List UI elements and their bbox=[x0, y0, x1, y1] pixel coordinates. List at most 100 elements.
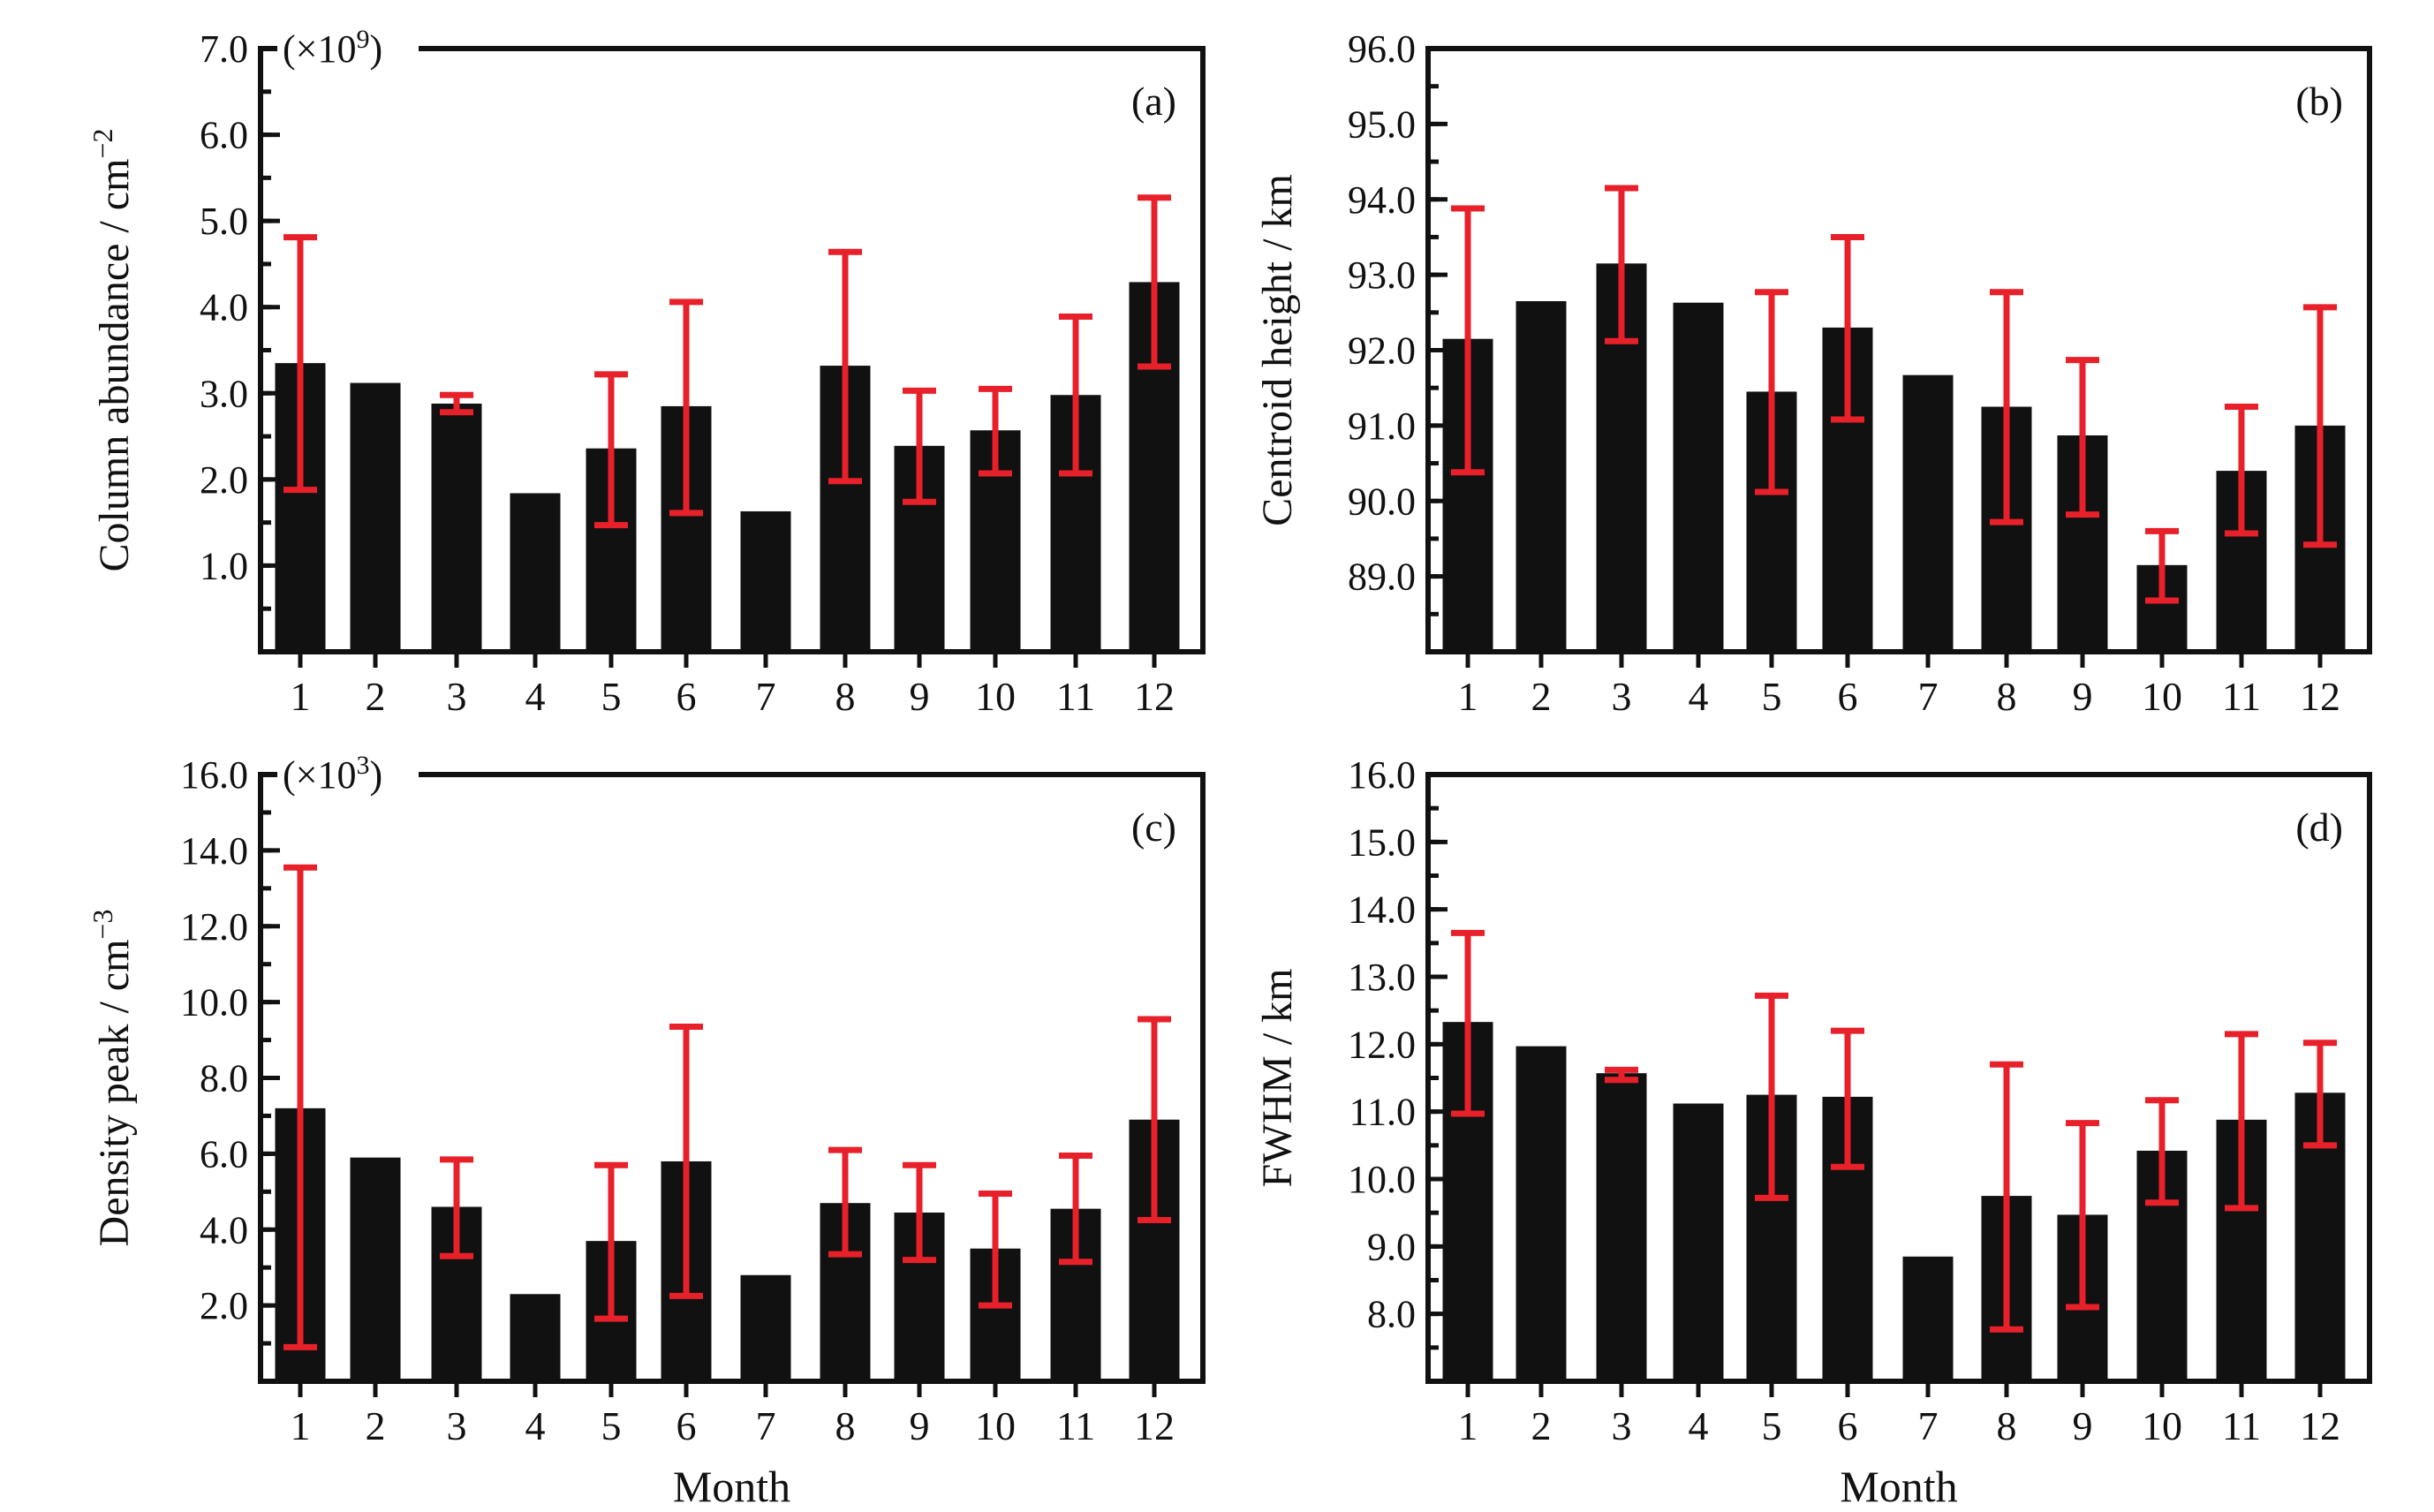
x-tick-label: 7 bbox=[1918, 674, 1939, 719]
x-tick-label: 3 bbox=[1612, 1403, 1632, 1448]
error-bar-month-10 bbox=[2145, 1097, 2179, 1206]
x-tick-label: 9 bbox=[910, 674, 930, 719]
x-tick-label: 10 bbox=[975, 1403, 1016, 1448]
y-tick-label: 91.0 bbox=[1348, 404, 1416, 448]
y-tick-label: 7.0 bbox=[200, 27, 248, 71]
error-bar-month-12 bbox=[2303, 1040, 2337, 1149]
error-bar-month-9 bbox=[2066, 1120, 2099, 1311]
error-bar-month-1 bbox=[283, 864, 317, 1350]
y-tick-label: 2.0 bbox=[200, 1284, 248, 1327]
y-tick-label: 8.0 bbox=[200, 1057, 248, 1100]
x-tick-label: 6 bbox=[677, 1403, 697, 1448]
panel-label: (b) bbox=[2295, 79, 2343, 124]
x-tick-label: 9 bbox=[910, 1403, 930, 1448]
y-tick-label: 2.0 bbox=[200, 458, 248, 502]
y-tick-label: 93.0 bbox=[1348, 253, 1416, 297]
chart-panel-a: 1.02.03.04.05.06.07.01 2 3 4 5 6 7 8 9 10 11 12(a)(… bbox=[87, 22, 1206, 719]
error-bar-month-9 bbox=[2066, 357, 2099, 518]
y-tick-label: 4.0 bbox=[200, 1208, 248, 1251]
x-tick-label: 5 bbox=[1762, 674, 1782, 719]
bar-month-4 bbox=[510, 493, 561, 652]
x-tick-label: 6 bbox=[1838, 674, 1858, 719]
x-tick-label: 2 bbox=[366, 1403, 386, 1448]
y-tick-label: 11.0 bbox=[1349, 1091, 1416, 1134]
bar-month-2 bbox=[1516, 1046, 1567, 1381]
bar-month-4 bbox=[1673, 1103, 1724, 1381]
x-tick-label: 12 bbox=[2300, 1403, 2340, 1448]
y-tick-label: 15.0 bbox=[1348, 820, 1416, 864]
panel-label: (a) bbox=[1131, 79, 1176, 124]
bar-month-7 bbox=[740, 510, 791, 652]
x-tick-label: 4 bbox=[525, 674, 546, 719]
y-tick-label: 94.0 bbox=[1348, 178, 1416, 222]
chart-panel-d: 8.09.010.011.012.013.014.015.016.01 2 3 4 5 6… bbox=[1254, 753, 2372, 1511]
bar-month-3 bbox=[431, 403, 482, 652]
y-tick-label: 10.0 bbox=[180, 981, 248, 1024]
x-tick-label: 9 bbox=[2073, 674, 2093, 719]
error-bar-month-1 bbox=[283, 234, 317, 494]
y-tick-label: 12.0 bbox=[1348, 1023, 1416, 1066]
y-tick-label: 14.0 bbox=[1348, 888, 1416, 932]
y-tick-label: 13.0 bbox=[1348, 956, 1416, 999]
x-tick-label: 10 bbox=[2142, 674, 2182, 719]
x-tick-label: 10 bbox=[2142, 1403, 2182, 1448]
x-tick-label: 2 bbox=[1531, 674, 1552, 719]
bar-month-2 bbox=[350, 1157, 401, 1381]
x-tick-label: 2 bbox=[1531, 1403, 1552, 1448]
x-tick-label: 1 bbox=[291, 1403, 311, 1448]
bar-month-7 bbox=[740, 1274, 791, 1381]
bar-month-7 bbox=[1902, 1256, 1954, 1381]
x-tick-label: 8 bbox=[835, 674, 856, 719]
error-bar-month-1 bbox=[1451, 205, 1485, 476]
bar-month-2 bbox=[1516, 301, 1567, 652]
x-tick-label: 1 bbox=[291, 674, 311, 719]
x-tick-label: 5 bbox=[601, 674, 622, 719]
error-bar-month-5 bbox=[1755, 289, 1788, 495]
x-axis-label: Month bbox=[673, 1462, 790, 1511]
x-tick-label: 2 bbox=[366, 674, 386, 719]
error-bar-month-5 bbox=[1755, 992, 1788, 1201]
y-tick-label: 16.0 bbox=[1348, 753, 1416, 797]
chart-panel-b: 89.090.091.092.093.094.095.096.01 2 3 4 5 6 7 8… bbox=[1254, 27, 2372, 719]
chart-panel-c: 2.04.06.08.010.012.014.016.01 2 3 4 5 6 7 8 9 10 1… bbox=[87, 748, 1206, 1511]
x-tick-label: 11 bbox=[2222, 1403, 2261, 1448]
error-bar-month-11 bbox=[2225, 404, 2258, 537]
error-bar-month-1 bbox=[1451, 929, 1485, 1117]
bar-month-4 bbox=[1673, 302, 1724, 652]
x-tick-label: 6 bbox=[677, 674, 697, 719]
x-tick-label: 1 bbox=[1458, 1403, 1478, 1448]
bar-month-7 bbox=[1902, 374, 1954, 652]
x-tick-label: 12 bbox=[2300, 674, 2340, 719]
y-axis-label: Density peak / cm−3 bbox=[87, 910, 138, 1247]
x-tick-label: 5 bbox=[601, 1403, 622, 1448]
x-tick-label: 8 bbox=[1997, 674, 2017, 719]
y-axis-label: FWHM / km bbox=[1254, 968, 1301, 1187]
panel-label: (c) bbox=[1131, 805, 1176, 850]
x-tick-label: 11 bbox=[2222, 674, 2261, 719]
y-tick-label: 9.0 bbox=[1367, 1225, 1416, 1268]
error-bar-month-5 bbox=[594, 1161, 628, 1322]
x-tick-label: 4 bbox=[525, 1403, 546, 1448]
x-tick-label: 11 bbox=[1056, 1403, 1095, 1448]
error-bar-month-12 bbox=[1138, 194, 1171, 370]
error-bar-month-11 bbox=[1059, 313, 1092, 477]
y-tick-label: 6.0 bbox=[200, 1132, 248, 1176]
x-tick-label: 8 bbox=[1997, 1403, 2017, 1448]
y-tick-label: 3.0 bbox=[200, 372, 248, 415]
scale-factor-label: (×103) bbox=[283, 751, 382, 798]
error-bar-month-3 bbox=[1605, 185, 1638, 344]
error-bar-month-6 bbox=[669, 1024, 703, 1299]
panel-label: (d) bbox=[2295, 805, 2343, 850]
error-bar-month-8 bbox=[828, 248, 862, 485]
x-axis-label: Month bbox=[1840, 1462, 1957, 1511]
x-tick-label: 6 bbox=[1838, 1403, 1858, 1448]
y-tick-label: 4.0 bbox=[200, 286, 248, 329]
error-bar-month-10 bbox=[979, 1190, 1012, 1309]
error-bar-month-3 bbox=[440, 1156, 473, 1259]
error-bar-month-11 bbox=[2225, 1031, 2258, 1212]
x-tick-label: 8 bbox=[835, 1403, 856, 1448]
bar-month-2 bbox=[350, 382, 401, 652]
y-tick-label: 89.0 bbox=[1348, 556, 1416, 599]
x-tick-label: 7 bbox=[1918, 1403, 1939, 1448]
